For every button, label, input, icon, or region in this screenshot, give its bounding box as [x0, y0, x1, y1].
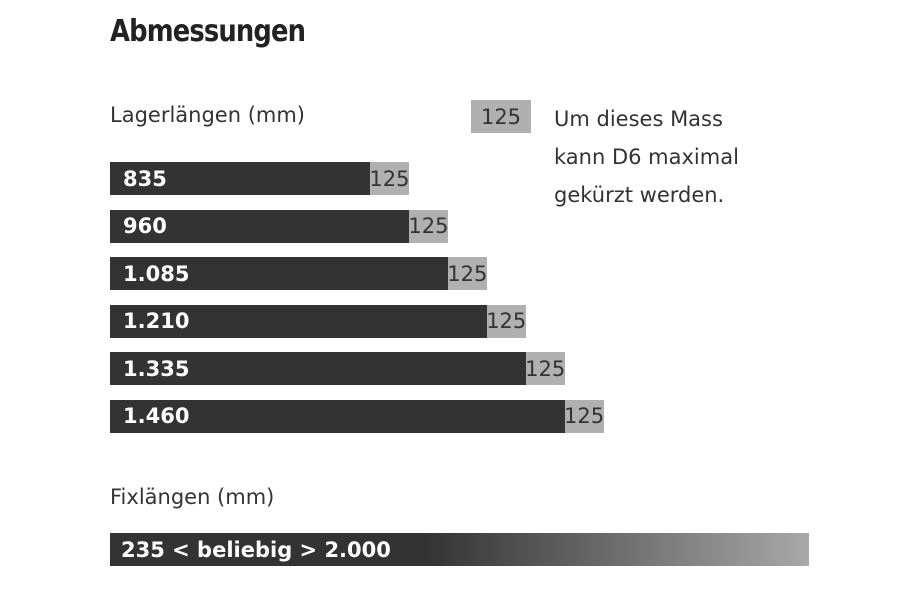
- bar-1: 835: [110, 162, 370, 195]
- bar-extension-4: 125: [486, 304, 527, 338]
- bar-extension-2: 125: [408, 209, 449, 243]
- bar-extension-label: 125: [564, 404, 605, 428]
- bar-extension-label: 125: [447, 261, 488, 286]
- legend-text: Um dieses Mass kann D6 maximal gekürzt w…: [554, 100, 794, 214]
- legend-swatch: 125: [471, 100, 531, 133]
- bar-2: 960: [110, 209, 409, 243]
- legend-line-3: gekürzt werden.: [554, 183, 725, 207]
- bar-extension-3: 125: [447, 257, 488, 290]
- bar-value-label: 1.460: [123, 404, 190, 428]
- bar-value-label: 960: [123, 214, 167, 238]
- bar-extension-label: 125: [525, 356, 566, 381]
- bar-extension-5: 125: [525, 352, 566, 385]
- bar-value-label: 835: [123, 166, 167, 191]
- legend-line-1: Um dieses Mass: [554, 107, 723, 131]
- fixed-length-bar: 235 < beliebig > 2.000: [110, 533, 809, 566]
- bar-value-label: 1.335: [123, 356, 190, 381]
- bar-extension-label: 125: [486, 309, 527, 333]
- bearing-lengths-label: Lagerlängen (mm): [110, 103, 305, 127]
- bar-3: 1.085: [110, 257, 448, 290]
- bar-value-label: 1.210: [123, 309, 190, 333]
- bar-value-label: 1.085: [123, 261, 190, 286]
- bar-extension-1: 125: [369, 162, 410, 195]
- bar-6: 1.460: [110, 399, 565, 433]
- page-title: Abmessungen: [110, 14, 306, 49]
- bar-extension-label: 125: [369, 166, 410, 191]
- bar-extension-6: 125: [564, 399, 605, 433]
- fixed-length-bar-label: 235 < beliebig > 2.000: [121, 537, 391, 562]
- bar-4: 1.210: [110, 304, 487, 338]
- legend-line-2: kann D6 maximal: [554, 145, 739, 169]
- bar-extension-label: 125: [408, 214, 449, 238]
- bar-5: 1.335: [110, 352, 526, 385]
- fixed-lengths-label: Fixlängen (mm): [110, 485, 275, 509]
